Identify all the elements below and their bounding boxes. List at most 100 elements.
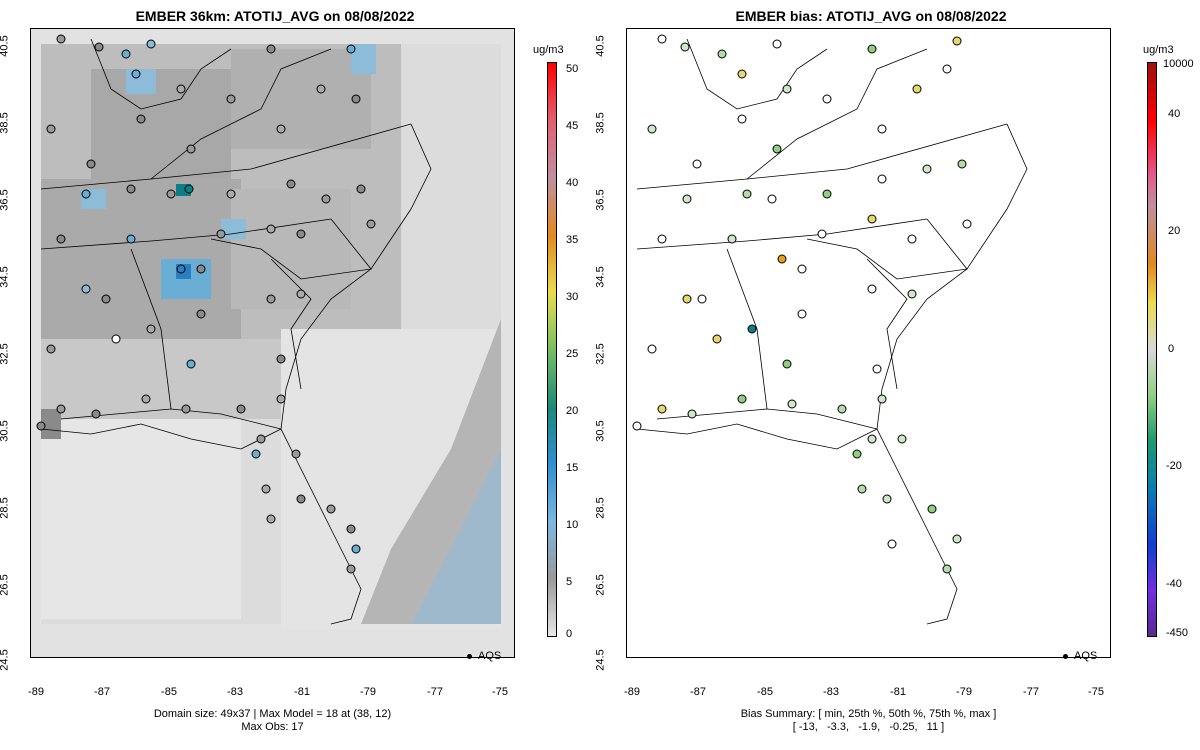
obs-site — [46, 344, 56, 354]
colorbar-label: 15 — [566, 462, 579, 474]
x-tick: -83 — [823, 686, 839, 698]
obs-site — [216, 229, 226, 239]
obs-site — [296, 289, 306, 299]
obs-site — [872, 364, 882, 374]
aqs-marker-icon — [1063, 653, 1068, 659]
y-tick: 32.5 — [594, 343, 607, 365]
obs-site — [176, 264, 186, 274]
right-legend: AQS — [1063, 650, 1097, 662]
obs-site — [81, 189, 91, 199]
obs-site — [291, 449, 301, 459]
x-tick: -87 — [690, 686, 706, 698]
y-tick: 28.5 — [0, 497, 11, 519]
y-tick: 36.5 — [0, 189, 11, 211]
obs-sites — [36, 34, 376, 574]
obs-site — [767, 194, 777, 204]
aqs-marker-icon — [467, 653, 472, 659]
obs-site — [86, 159, 96, 169]
colorbar-label: 40 — [1168, 108, 1181, 120]
colorbar-label: 0 — [566, 628, 573, 640]
obs-site — [226, 189, 236, 199]
obs-site — [877, 394, 887, 404]
colorbar-label: -20 — [1166, 460, 1182, 472]
colorbar-label: 10000 — [1163, 58, 1194, 70]
model-grid — [41, 44, 501, 629]
obs-site — [196, 264, 206, 274]
obs-site — [256, 434, 266, 444]
obs-site — [857, 484, 867, 494]
obs-site — [882, 494, 892, 504]
obs-site — [366, 219, 376, 229]
y-tick: 32.5 — [0, 343, 11, 365]
obs-site — [226, 94, 236, 104]
obs-site — [184, 184, 194, 194]
obs-site — [907, 234, 917, 244]
obs-site — [797, 264, 807, 274]
obs-site — [697, 294, 707, 304]
bias-sites — [632, 34, 972, 574]
x-tick: -89 — [624, 686, 640, 698]
obs-site — [737, 69, 747, 79]
left-colorbar-unit: ug/m3 — [533, 44, 564, 56]
colorbar-label: 40 — [566, 177, 579, 189]
obs-site — [867, 284, 877, 294]
obs-site — [867, 434, 877, 444]
obs-site — [907, 289, 917, 299]
obs-site — [266, 294, 276, 304]
x-tick: -85 — [757, 686, 773, 698]
left-colorbar — [547, 62, 557, 637]
left-legend: AQS — [467, 650, 501, 662]
x-tick: -81 — [294, 686, 310, 698]
x-tick: -83 — [227, 686, 243, 698]
obs-site — [351, 544, 361, 554]
obs-site — [867, 214, 877, 224]
obs-site — [797, 309, 807, 319]
obs-site — [877, 124, 887, 134]
obs-site — [296, 494, 306, 504]
x-tick: -79 — [360, 686, 376, 698]
x-tick: -81 — [890, 686, 906, 698]
y-tick: 36.5 — [594, 189, 607, 211]
obs-site — [101, 294, 111, 304]
obs-site — [196, 309, 206, 319]
obs-site — [126, 234, 136, 244]
y-tick: 34.5 — [0, 266, 11, 288]
obs-site — [346, 564, 356, 574]
obs-site — [772, 39, 782, 49]
legend-label: AQS — [478, 650, 502, 662]
left-footer-line1: Domain size: 49x37 | Max Model = 18 at (… — [153, 708, 392, 720]
y-tick: 24.5 — [0, 649, 11, 671]
obs-site — [56, 34, 66, 44]
obs-site — [346, 44, 356, 54]
obs-site — [877, 174, 887, 184]
obs-site — [737, 394, 747, 404]
obs-site — [657, 234, 667, 244]
y-tick: 38.5 — [0, 112, 11, 134]
obs-site — [692, 159, 702, 169]
y-tick: 26.5 — [0, 574, 11, 596]
y-tick: 24.5 — [594, 649, 607, 671]
obs-site — [46, 124, 56, 134]
x-tick: -79 — [956, 686, 972, 698]
obs-site — [276, 394, 286, 404]
y-tick: 28.5 — [594, 497, 607, 519]
obs-site — [351, 94, 361, 104]
obs-site — [647, 124, 657, 134]
obs-site — [166, 189, 176, 199]
left-map-svg — [36, 34, 501, 629]
right-footer-line1: Bias Summary: [ min, 25th %, 50th %, 75t… — [740, 708, 997, 720]
legend-label: AQS — [1074, 650, 1098, 662]
obs-site — [266, 514, 276, 524]
x-tick: -77 — [1023, 686, 1039, 698]
state-boundaries — [636, 38, 1028, 625]
y-tick: 34.5 — [594, 266, 607, 288]
x-tick: -85 — [161, 686, 177, 698]
x-tick: -75 — [492, 686, 508, 698]
colorbar-label: 35 — [566, 234, 579, 246]
obs-site — [296, 229, 306, 239]
obs-site — [742, 189, 752, 199]
obs-site — [186, 144, 196, 154]
obs-site — [952, 534, 962, 544]
obs-site — [822, 94, 832, 104]
obs-site — [897, 434, 907, 444]
